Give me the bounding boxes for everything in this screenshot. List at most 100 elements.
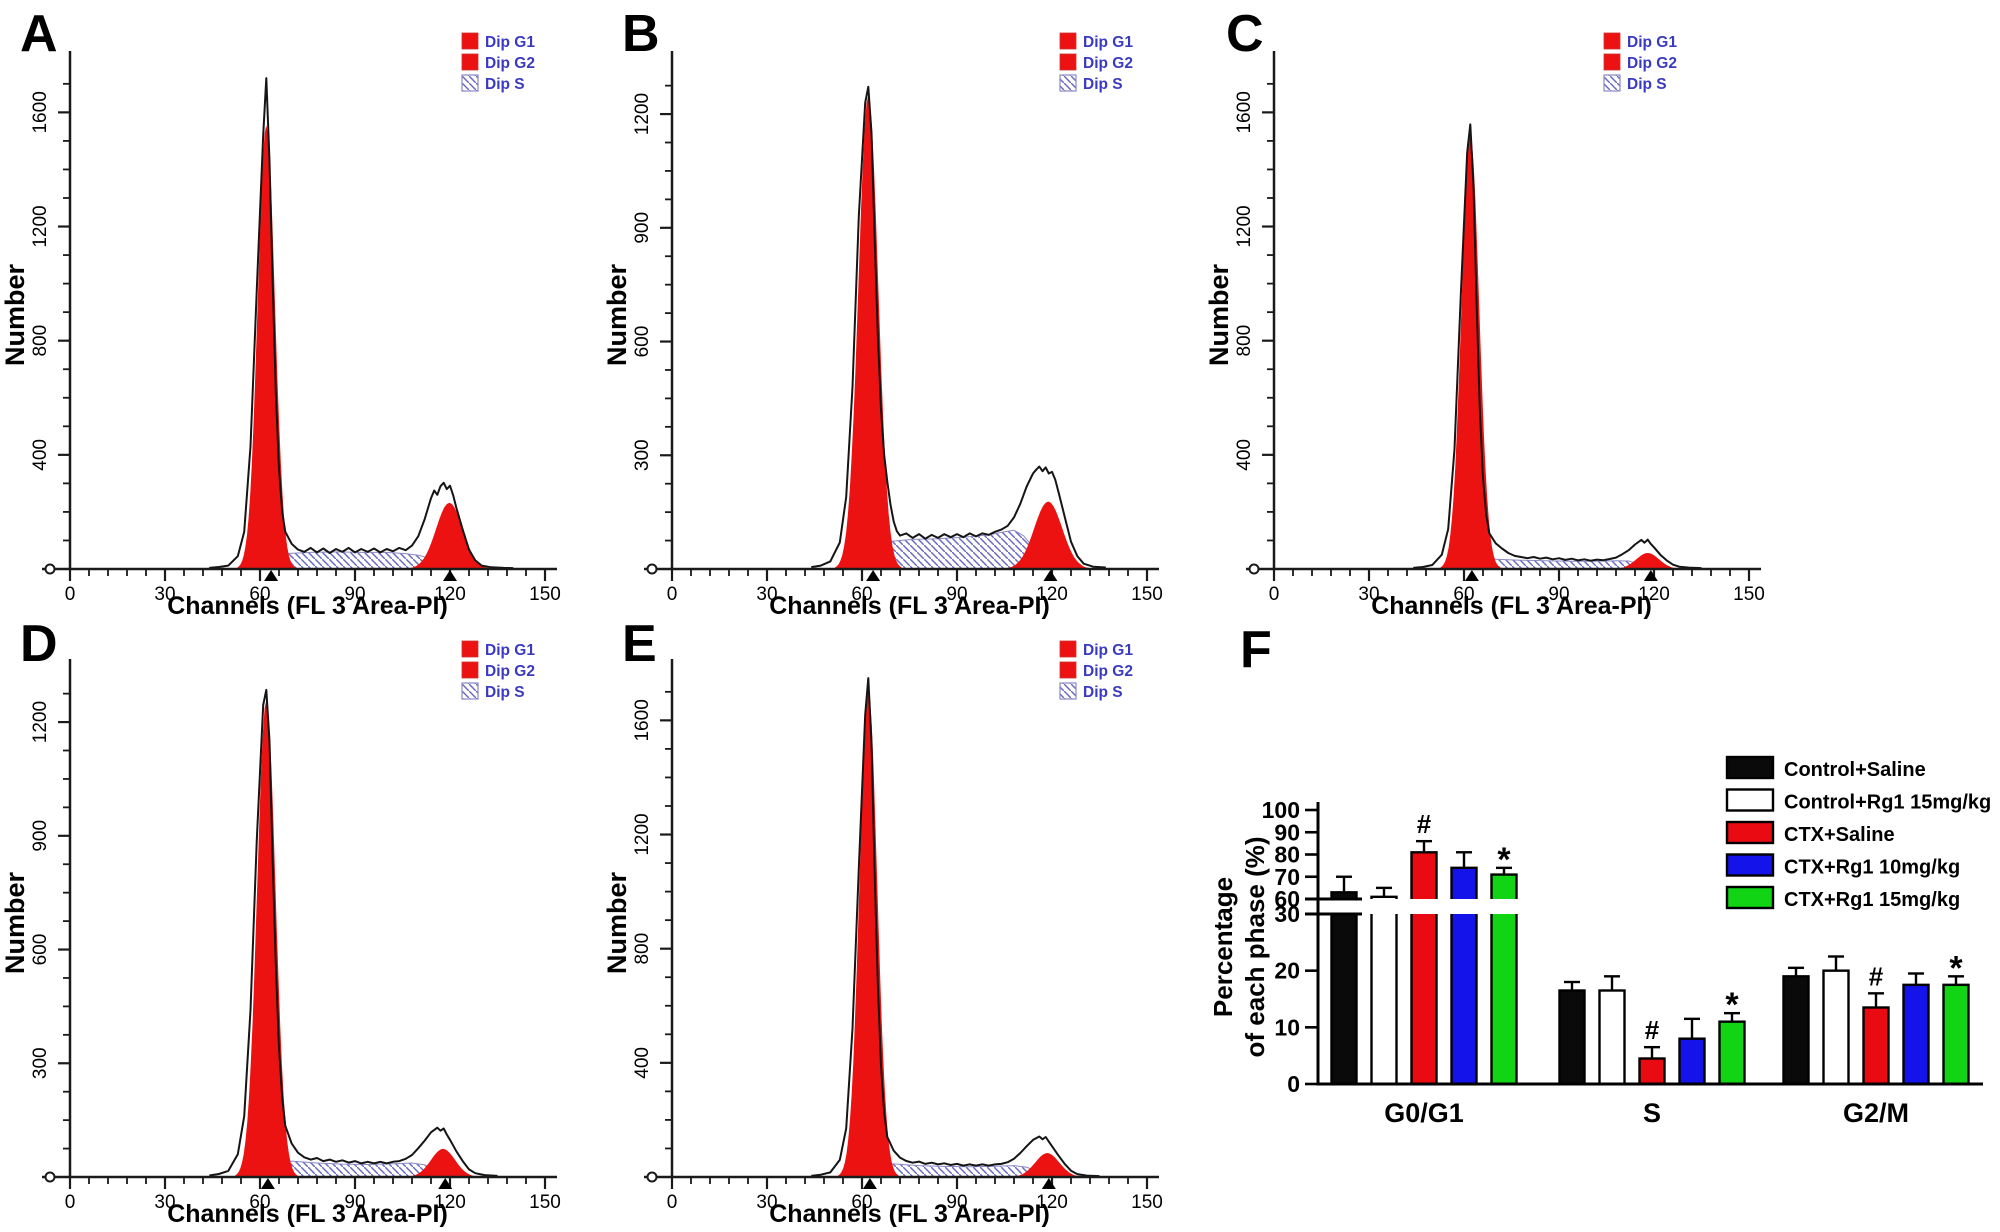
g1-peak-fill <box>838 690 899 1177</box>
sig-hash-marker: # <box>1417 809 1432 839</box>
histogram-outline <box>1413 123 1702 570</box>
legend-label: Dip G1 <box>1083 34 1133 51</box>
legend-item-ctx-rg1-10mg-kg: CTX+Rg1 10mg/kg <box>1725 853 1960 879</box>
x-axis-title: Channels (FL 3 Area-PI) <box>167 592 448 620</box>
bar-ctx-rg1-10mg-kg-g0-g1 <box>1450 851 1478 1086</box>
legend-swatch-hatch <box>461 682 479 700</box>
panel-label-f: F <box>1240 621 1272 679</box>
x-tick-label: 0 <box>667 1192 678 1213</box>
x-tick-label: 120 <box>434 1192 466 1213</box>
legend-swatch-hatch <box>1059 682 1077 700</box>
bar-segment <box>1678 1037 1706 1086</box>
legend-swatch <box>1725 820 1775 845</box>
y-tick-label: 0 <box>1287 1071 1300 1097</box>
legend-swatch-red <box>461 661 479 679</box>
x-category-label: G2/M <box>1843 1098 1909 1128</box>
sig-star-marker: * <box>1725 986 1739 1024</box>
y-tick-label: 1600 <box>1234 91 1255 133</box>
panel-label-e: E <box>622 615 657 673</box>
x-tick-label: 30 <box>1358 584 1379 605</box>
phase-marker-triangle-icon <box>866 570 881 581</box>
bar-segment <box>1718 1020 1746 1086</box>
y-tick-label: 20 <box>1274 958 1300 984</box>
legend-item-dip-g2: Dip G2 <box>1603 53 1677 72</box>
g2-peak-fill <box>404 502 495 569</box>
legend-label: Dip G1 <box>485 34 535 51</box>
bar-lower-segment <box>1490 914 1518 1086</box>
bar-ctx-rg1-10mg-kg-g2-m <box>1902 972 1930 1086</box>
bar-control-saline-g2-m <box>1782 966 1810 1086</box>
x-tick-label: 120 <box>1036 1192 1068 1213</box>
y-axis-title: Number <box>0 872 30 975</box>
bar-ctx-rg1-15mg-kg-g2-m: * <box>1942 949 1970 1086</box>
y-tick-label: 900 <box>30 820 51 852</box>
x-tick-label: 120 <box>1638 584 1670 605</box>
bar-ctx-rg1-15mg-kg-s: * <box>1718 986 1746 1086</box>
sig-hash-marker: # <box>1645 1015 1660 1045</box>
y-tick-label: 400 <box>30 439 51 471</box>
phase-marker-triangle-icon <box>264 570 279 581</box>
y-tick-label: 60 <box>1274 886 1300 912</box>
bar-lower-segment <box>1370 914 1398 1086</box>
legend-item-dip-g1: Dip G1 <box>461 32 535 51</box>
legend-label: Dip G1 <box>485 642 535 659</box>
bar-ctx-saline-g0-g1: # <box>1410 809 1438 1086</box>
x-tick-label: 90 <box>344 1192 365 1213</box>
axis-origin-marker <box>1248 563 1260 575</box>
legend-swatch <box>1725 788 1775 812</box>
legend-item-ctx-rg1-15mg-kg: CTX+Rg1 15mg/kg <box>1725 885 1960 911</box>
legend-item-dip-g2: Dip G2 <box>1059 53 1133 72</box>
y-tick-label: 800 <box>1234 325 1255 357</box>
x-tick-label: 150 <box>529 584 561 605</box>
x-tick-label: 90 <box>946 1192 967 1213</box>
y-tick-label: 400 <box>1234 439 1255 471</box>
sig-star-marker: * <box>1949 949 1963 987</box>
legend-label: CTX+Rg1 15mg/kg <box>1784 889 1960 911</box>
y-axis-title: Number <box>0 264 30 367</box>
bar-upper-segment <box>1450 866 1478 899</box>
legend-item-dip-g1: Dip G1 <box>1603 32 1677 51</box>
y-axis-title: Number <box>602 264 632 367</box>
y-tick-label: 80 <box>1274 842 1300 868</box>
y-tick-label: 100 <box>1262 797 1300 823</box>
flow-histogram-panel-d: 0 30 60 90 120 150 300 600 900 1200 Channels (FL 3… <box>0 614 605 1232</box>
legend-label: Dip G2 <box>1083 55 1133 72</box>
legend-label: Dip G1 <box>1083 642 1133 659</box>
y-tick-label: 1200 <box>1234 205 1255 247</box>
flow-histogram-e: 0 30 60 90 120 150 400 800 1200 1600 Channels (FL … <box>602 640 1163 1228</box>
sig-hash-marker: # <box>1869 961 1884 991</box>
bar-ctx-saline-g2-m: # <box>1862 961 1890 1086</box>
flow-histogram-b: 0 30 60 90 120 150 300 600 900 1200 Channels (FL 3… <box>602 32 1163 620</box>
phase-marker-triangle-icon <box>1464 570 1479 581</box>
phase-marker-triangle-icon <box>1041 1178 1056 1189</box>
panel-label-d: D <box>20 615 58 673</box>
legend-item-dip-g2: Dip G2 <box>1059 661 1133 680</box>
legend-swatch-red <box>1603 32 1621 50</box>
y-tick-label: 800 <box>30 325 51 357</box>
legend-item-ctx-saline: CTX+Saline <box>1725 820 1895 846</box>
y-tick-label: 300 <box>30 1047 51 1079</box>
legend-swatch-red <box>1059 661 1077 679</box>
y-tick-label: 400 <box>632 1047 653 1079</box>
y-tick-label: 1600 <box>30 91 51 133</box>
phase-marker-triangle-icon <box>1043 570 1058 581</box>
legend-swatch <box>1725 853 1775 877</box>
axis-origin-marker <box>44 563 56 575</box>
legend-item-dip-s: Dip S <box>1059 682 1123 701</box>
x-tick-label: 60 <box>851 1192 872 1213</box>
x-category-label: G0/G1 <box>1384 1098 1464 1128</box>
bar-chart-panel-f: # # # * * * 0 10 20 30 60 70 80 90 100 G0/G1 S G2/M Percen… <box>1200 614 2000 1232</box>
legend-label: Dip S <box>1627 76 1667 93</box>
legend-label: Dip S <box>1083 684 1123 701</box>
g1-peak-fill <box>237 125 296 569</box>
legend-item-control-saline: Control+Saline <box>1725 755 1926 781</box>
x-axis-title: Channels (FL 3 Area-PI) <box>167 1200 448 1228</box>
x-tick-label: 120 <box>1036 584 1068 605</box>
y-tick-label: 300 <box>632 439 653 471</box>
x-category-label: S <box>1643 1098 1661 1128</box>
bar-segment <box>1902 983 1930 1086</box>
x-tick-label: 120 <box>434 584 466 605</box>
x-tick-label: 30 <box>154 1192 175 1213</box>
flow-histogram-d: 0 30 60 90 120 150 300 600 900 1200 Channels (FL 3… <box>0 640 561 1228</box>
